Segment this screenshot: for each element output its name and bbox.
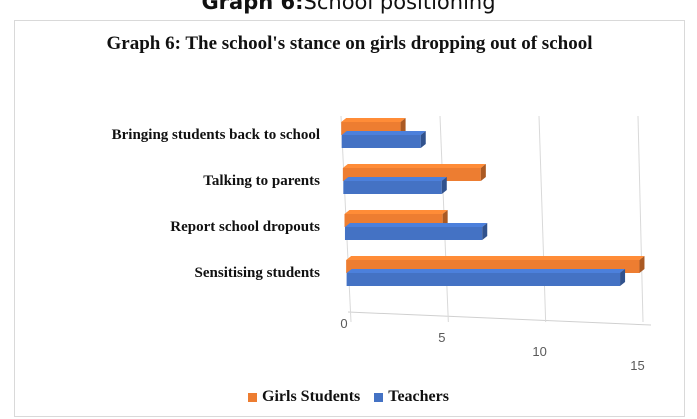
- legend-swatch-girls-students: [248, 392, 257, 402]
- bar-top-girls-students: [342, 164, 486, 168]
- bar-top-teachers: [344, 223, 488, 227]
- x-tick-label: 5: [438, 330, 445, 345]
- bar-top-girls-students: [341, 118, 406, 122]
- bar-teachers: [346, 273, 621, 286]
- x-axis-floor: [347, 311, 652, 326]
- y-tick-label: Bringing students back to school: [112, 127, 320, 143]
- chart-legend: Girls Students Teachers: [0, 388, 697, 406]
- bar-end-girls-students: [480, 164, 486, 181]
- gridline: [637, 115, 644, 323]
- legend-item-girls-students: Girls Students: [248, 388, 360, 406]
- bar-end-girls-students: [639, 256, 645, 273]
- bar-end-girls-students: [442, 210, 448, 227]
- bar-end-teachers: [420, 131, 426, 148]
- bar-end-teachers: [441, 177, 447, 194]
- bar-end-girls-students: [400, 118, 406, 135]
- chart-title: Graph 6: The school's stance on girls dr…: [106, 33, 593, 54]
- legend-label-teachers: Teachers: [388, 388, 449, 405]
- legend-swatch-teachers: [374, 392, 384, 402]
- y-tick-label: Talking to parents: [203, 173, 320, 189]
- caption-label: Graph 6:: [201, 0, 304, 14]
- legend-label-girls-students: Girls Students: [262, 388, 361, 405]
- x-tick-label: 15: [630, 358, 644, 373]
- bar-end-teachers: [620, 269, 626, 286]
- y-tick-label: Report school dropouts: [170, 219, 320, 235]
- bar-teachers: [341, 135, 421, 148]
- bar-end-teachers: [482, 223, 488, 240]
- bar-top-girls-students: [346, 256, 645, 260]
- bar-top-teachers: [346, 269, 626, 273]
- bar-teachers: [343, 181, 442, 194]
- x-tick-label: 0: [340, 316, 347, 331]
- bar-top-teachers: [343, 177, 447, 181]
- caption-text: School positioning: [303, 0, 496, 14]
- x-tick-label: 10: [532, 344, 546, 359]
- y-tick-label: Sensitising students: [195, 265, 321, 281]
- bar-top-teachers: [341, 131, 426, 135]
- figure-caption: Graph 6:School positioning: [0, 0, 697, 14]
- bar-top-girls-students: [344, 210, 448, 214]
- legend-item-teachers: Teachers: [374, 388, 449, 406]
- gridline: [538, 115, 547, 323]
- bar-teachers: [344, 227, 483, 240]
